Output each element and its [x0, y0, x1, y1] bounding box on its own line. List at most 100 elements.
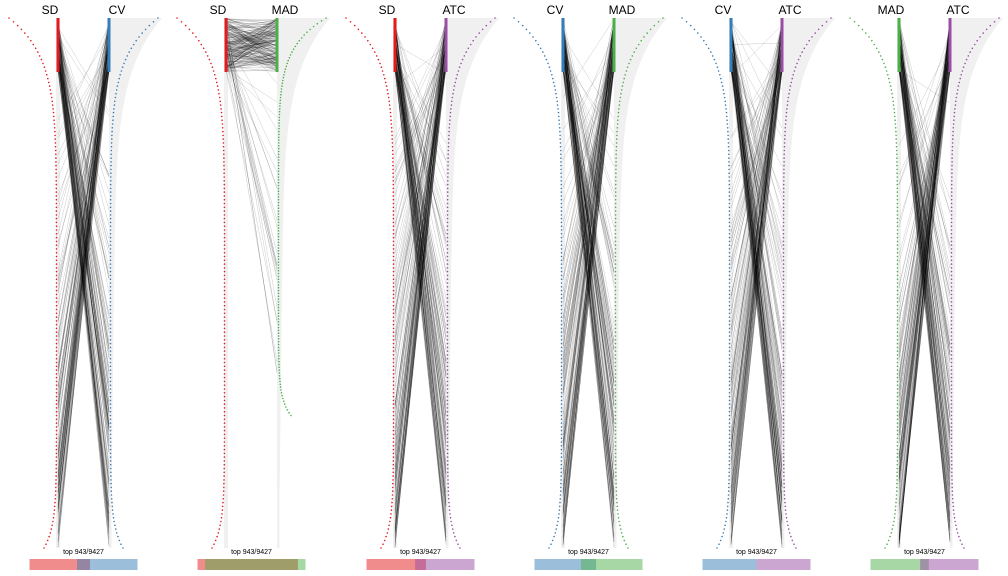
link-line: [57, 27, 110, 248]
rank-point: [560, 191, 563, 193]
link-line: [394, 56, 447, 415]
rank-point: [446, 331, 449, 334]
link-line: [57, 56, 110, 515]
link-line: [394, 58, 447, 468]
left-axis-track: [224, 18, 228, 548]
link-line: [394, 52, 447, 499]
rank-point: [277, 267, 280, 269]
link-line: [898, 18, 951, 534]
rank-point: [55, 475, 57, 477]
link-line: [730, 53, 783, 420]
rank-point: [277, 323, 280, 326]
rank-point: [446, 365, 449, 368]
rank-point: [279, 380, 281, 383]
rank-point: [446, 187, 449, 190]
link-line: [394, 27, 447, 409]
link-line: [394, 62, 447, 527]
rank-point: [950, 304, 953, 307]
link-line: [394, 62, 447, 299]
rank-point: [962, 66, 965, 68]
rank-point: [560, 486, 562, 489]
link-line: [225, 41, 278, 43]
link-line: [225, 42, 278, 59]
link-line: [562, 48, 615, 479]
link-line: [562, 34, 615, 319]
rank-point: [728, 339, 731, 341]
rank-point: [782, 460, 785, 462]
rank-point: [717, 70, 720, 72]
link-line: [898, 71, 951, 320]
link-line: [562, 22, 615, 505]
rank-point: [950, 270, 953, 273]
rank-point: [449, 516, 452, 519]
link-line: [57, 60, 110, 346]
rank-point: [631, 55, 634, 57]
rank-point: [614, 221, 617, 224]
rank-point: [724, 104, 727, 106]
rank-point: [109, 202, 112, 205]
rank-point: [457, 543, 459, 545]
rank-point: [782, 361, 785, 364]
rank-point: [109, 335, 112, 337]
rank-point: [782, 448, 785, 451]
rank-point: [782, 350, 785, 352]
rank-point: [353, 24, 356, 27]
link-line: [562, 64, 615, 280]
link-line: [562, 34, 615, 343]
rank-point: [280, 91, 283, 93]
link-line: [562, 59, 615, 367]
link-line: [730, 55, 783, 502]
link-line: [394, 49, 447, 530]
rank-point: [896, 384, 899, 387]
rank-point: [886, 543, 888, 545]
rank-point: [50, 96, 53, 99]
link-line: [898, 60, 951, 516]
link-line: [394, 18, 447, 486]
rank-point: [450, 108, 452, 110]
link-line: [898, 59, 951, 481]
rank-point: [449, 111, 452, 114]
rank-point: [111, 134, 113, 137]
rank-point: [283, 403, 286, 405]
link-line: [225, 22, 278, 50]
rank-point: [963, 547, 965, 549]
link-line: [57, 32, 110, 508]
link-line: [394, 63, 447, 545]
link-line: [225, 26, 278, 69]
rank-point: [821, 24, 824, 27]
rank-point: [446, 316, 449, 318]
link-line: [225, 23, 278, 53]
link-line: [394, 49, 447, 429]
rank-point: [719, 74, 721, 76]
link-line: [730, 18, 783, 453]
right-method-label: MAD: [272, 3, 299, 17]
link-line: [898, 63, 951, 323]
rank-point: [389, 111, 392, 114]
rank-point: [555, 92, 557, 95]
link-line: [57, 41, 110, 176]
link-line: [562, 36, 615, 119]
link-line: [57, 49, 110, 510]
top-n-caption: top 943/9427: [736, 549, 777, 556]
rank-point: [557, 520, 559, 523]
link-line: [225, 53, 278, 68]
rank-point: [132, 43, 135, 46]
rank-point: [560, 259, 563, 262]
left-axis-track: [729, 18, 733, 548]
rank-point: [277, 162, 280, 164]
rank-point: [55, 418, 58, 421]
link-line: [898, 39, 951, 506]
link-line: [898, 49, 951, 445]
rank-point: [109, 248, 112, 250]
link-line: [57, 32, 110, 350]
link-line: [57, 63, 110, 281]
rank-point: [888, 77, 890, 80]
rank-point: [950, 410, 953, 413]
link-line: [394, 69, 447, 493]
rank-point: [54, 130, 56, 133]
rank-point: [447, 149, 450, 152]
link-line: [898, 68, 951, 364]
rank-point: [791, 539, 794, 542]
link-line: [562, 60, 615, 508]
rank-point: [223, 210, 226, 212]
